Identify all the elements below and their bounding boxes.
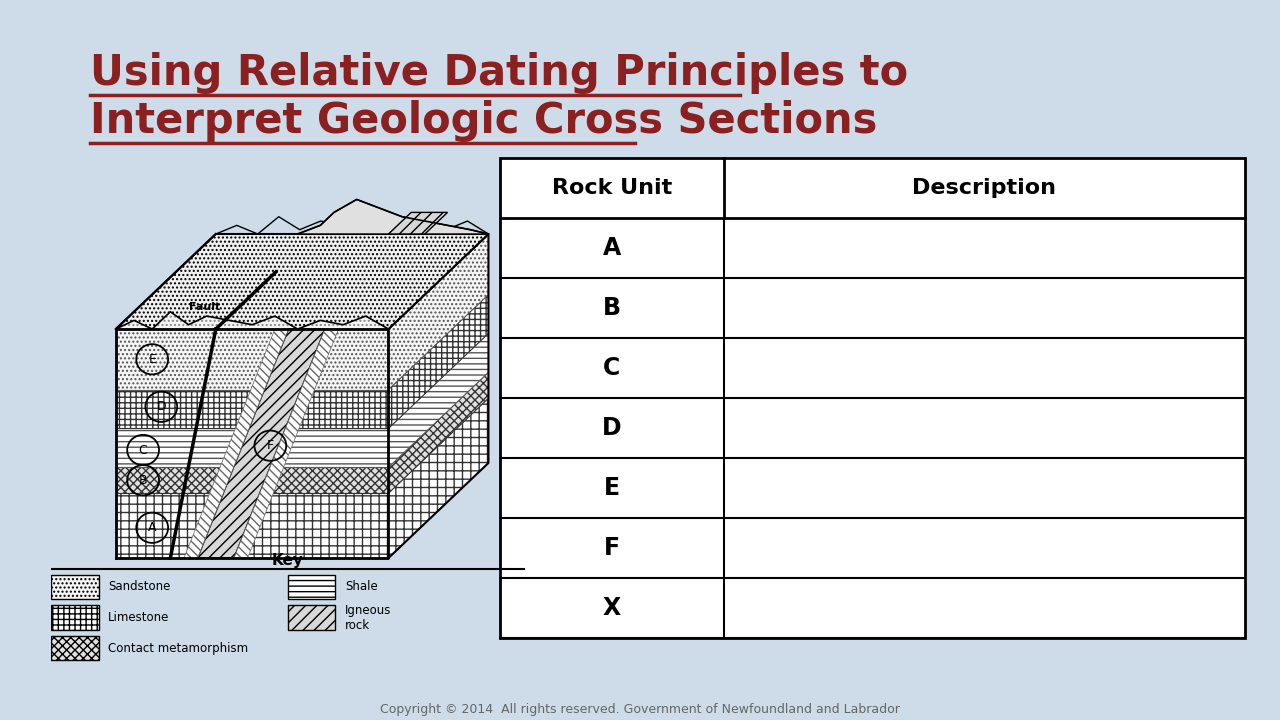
Bar: [500, 158, 1245, 638]
Text: Copyright © 2014  All rights reserved. Government of Newfoundland and Labrador: Copyright © 2014 All rights reserved. Go…: [380, 703, 900, 716]
Polygon shape: [116, 390, 389, 428]
Bar: [51, 606, 99, 630]
Text: E: E: [148, 353, 156, 366]
Polygon shape: [116, 329, 389, 390]
Polygon shape: [184, 329, 288, 558]
Text: Igneous
rock: Igneous rock: [344, 603, 392, 631]
Text: F: F: [604, 536, 620, 560]
Polygon shape: [116, 467, 389, 493]
Text: Limestone: Limestone: [108, 611, 169, 624]
Text: E: E: [604, 476, 620, 500]
Polygon shape: [234, 329, 338, 558]
Polygon shape: [298, 199, 489, 234]
Bar: [51, 636, 99, 660]
Text: Interpret Geologic Cross Sections: Interpret Geologic Cross Sections: [90, 100, 877, 142]
Text: C: C: [138, 444, 147, 456]
Bar: [288, 575, 335, 599]
Polygon shape: [116, 234, 489, 329]
Text: D: D: [156, 400, 166, 413]
Text: Description: Description: [913, 178, 1056, 198]
Polygon shape: [197, 329, 325, 558]
Text: Fault: Fault: [188, 302, 220, 312]
Text: Shale: Shale: [344, 580, 378, 593]
Text: Rock Unit: Rock Unit: [552, 178, 672, 198]
Bar: [51, 575, 99, 599]
Text: Using Relative Dating Principles to: Using Relative Dating Principles to: [90, 52, 908, 94]
Text: Contact metamorphism: Contact metamorphism: [108, 642, 248, 654]
Text: C: C: [603, 356, 621, 380]
Text: A: A: [603, 236, 621, 260]
Polygon shape: [116, 428, 389, 467]
Text: Key: Key: [273, 553, 303, 568]
Polygon shape: [389, 333, 489, 467]
Text: A: A: [148, 521, 156, 534]
Text: B: B: [603, 296, 621, 320]
Polygon shape: [389, 294, 489, 428]
Text: D: D: [602, 416, 622, 440]
Polygon shape: [389, 234, 489, 390]
Text: X: X: [603, 596, 621, 620]
Polygon shape: [389, 398, 489, 558]
Polygon shape: [116, 493, 389, 558]
Bar: [288, 606, 335, 630]
Text: Sandstone: Sandstone: [108, 580, 170, 593]
Text: F: F: [266, 439, 274, 452]
Polygon shape: [389, 372, 489, 493]
Text: B: B: [138, 474, 147, 487]
Polygon shape: [389, 212, 448, 234]
